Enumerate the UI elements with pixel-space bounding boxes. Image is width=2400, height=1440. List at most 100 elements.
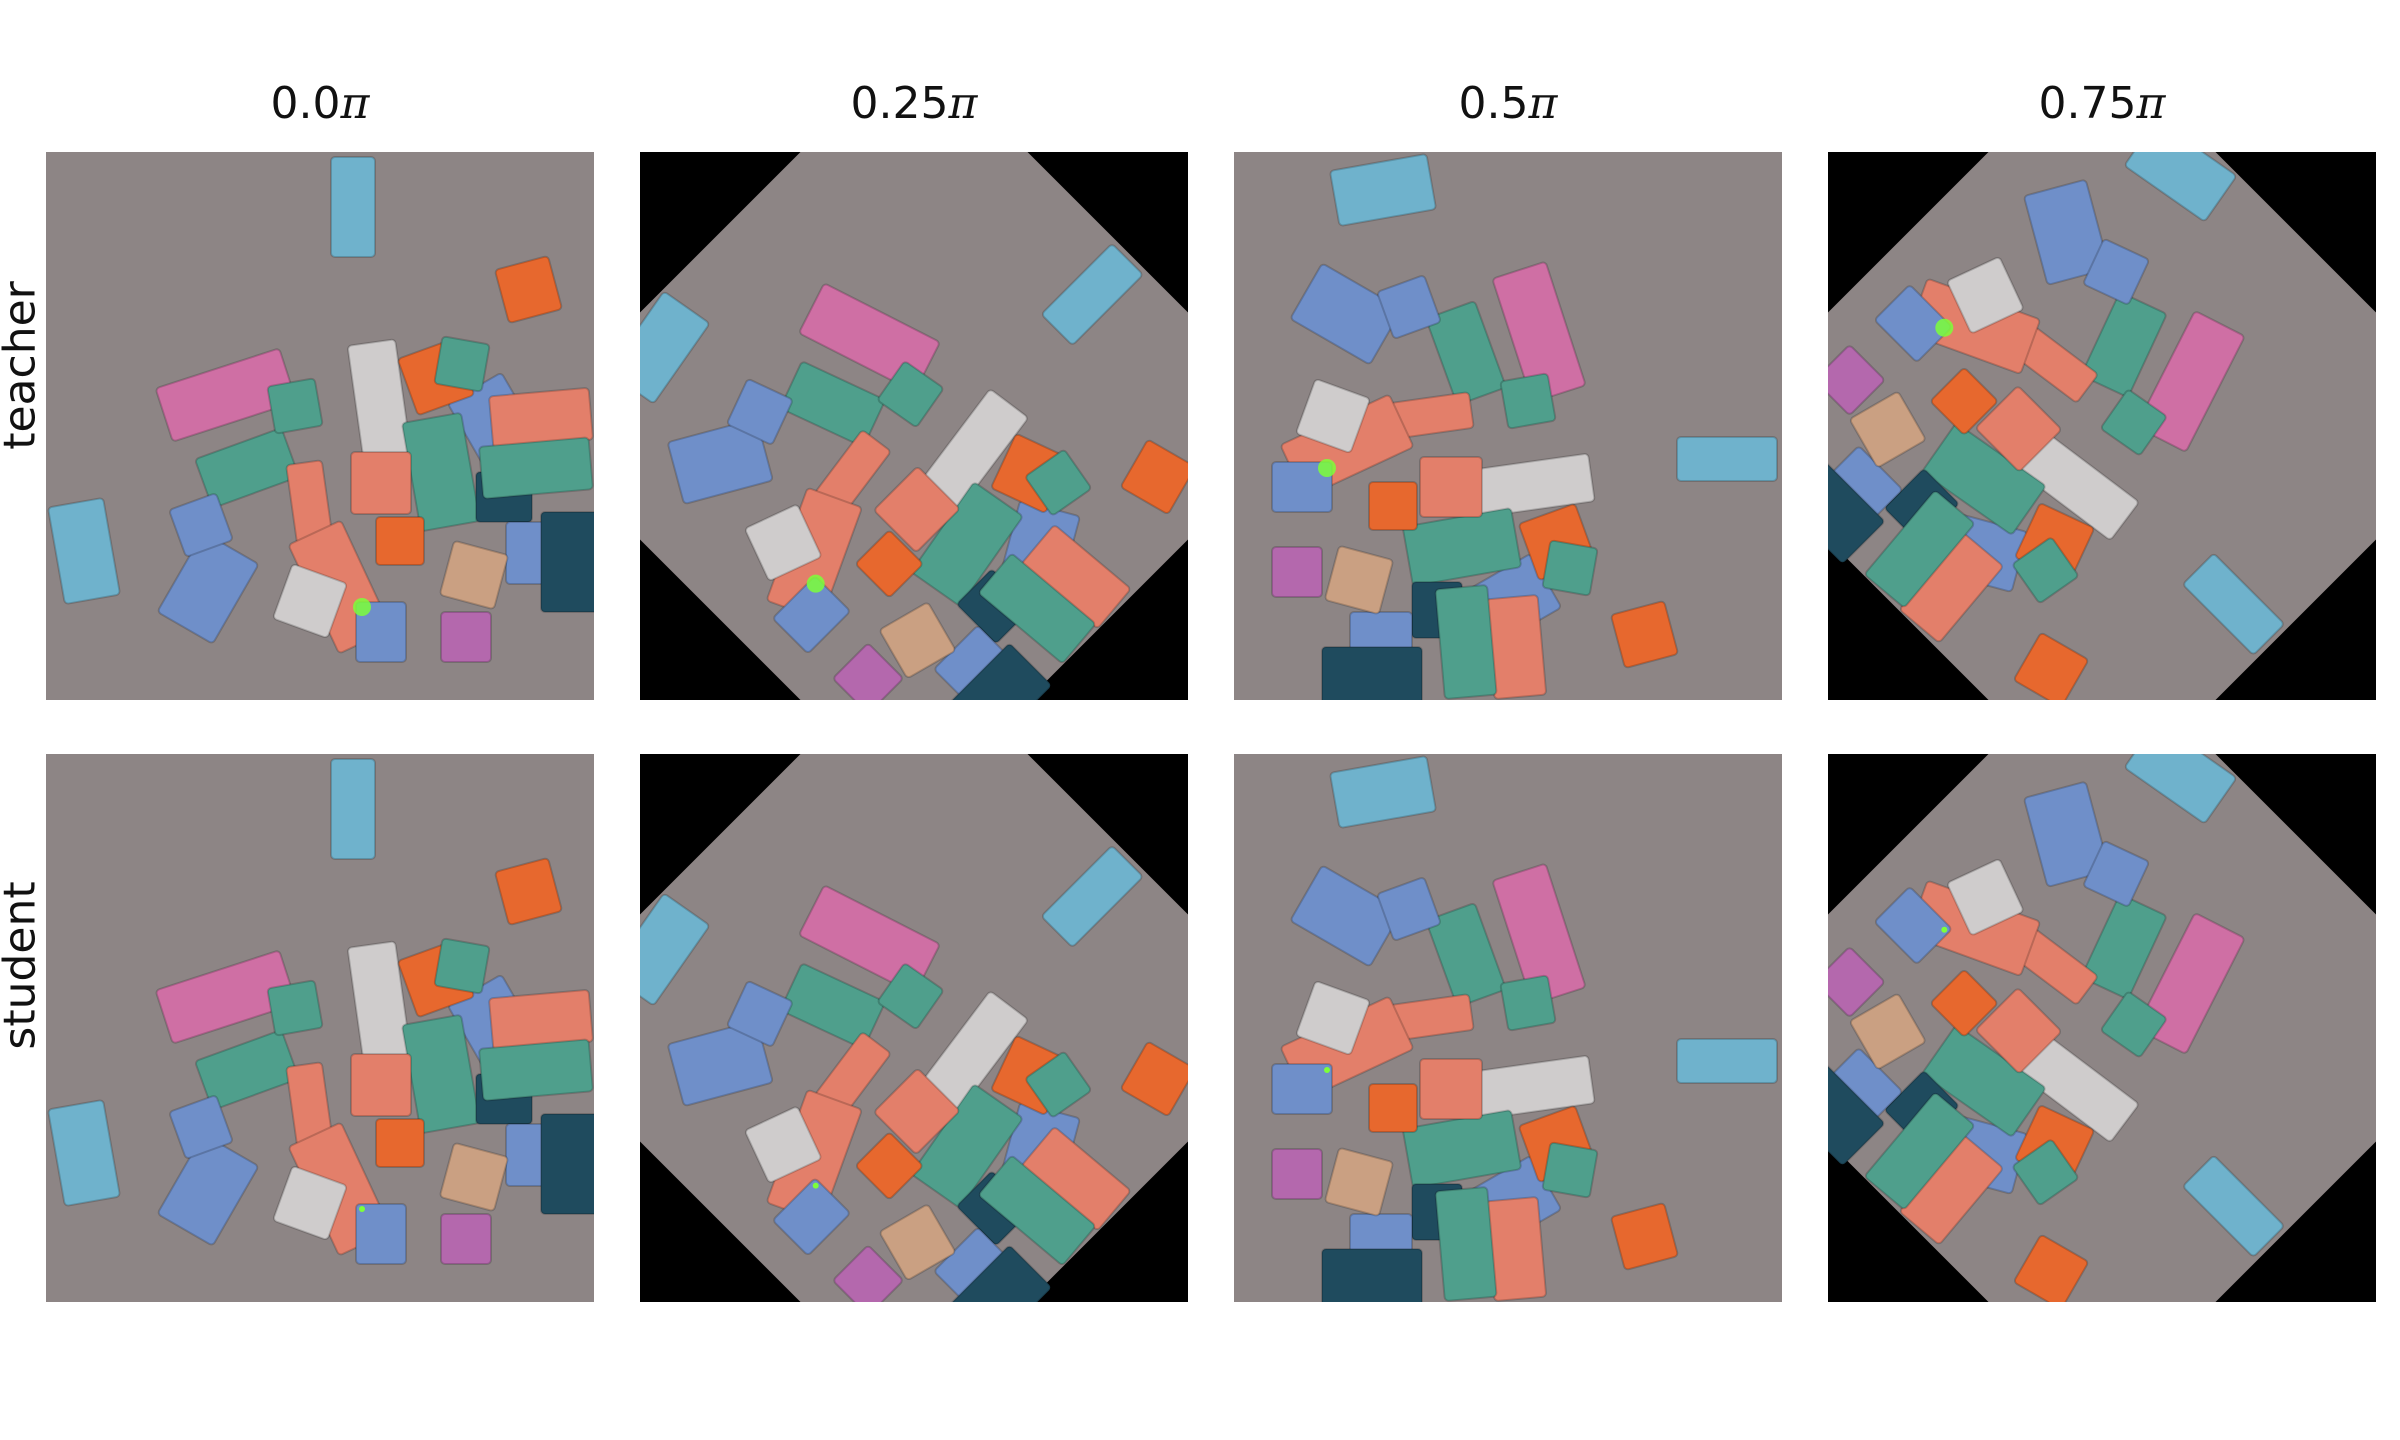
- block-orange: [1368, 1083, 1418, 1133]
- block-magenta: [440, 611, 492, 663]
- block-light_blue: [1676, 1038, 1778, 1084]
- block-teal: [433, 937, 491, 995]
- block-salmon: [350, 451, 412, 515]
- attention-spot: [353, 598, 371, 616]
- block-teal: [2081, 894, 2167, 1000]
- block-orange: [1610, 600, 1679, 669]
- block-white_block: [272, 563, 348, 639]
- block-slate_blue: [726, 980, 793, 1047]
- block-magenta: [1828, 947, 1885, 1017]
- block-orange: [2013, 632, 2089, 700]
- block-teal: [2012, 1139, 2079, 1206]
- block-teal: [1425, 301, 1507, 405]
- teacher-panel-1: [640, 152, 1188, 700]
- block-teal: [266, 979, 324, 1037]
- block-teal: [1402, 507, 1522, 587]
- block-slate_blue: [667, 1020, 774, 1107]
- block-teal: [1922, 1025, 2046, 1137]
- attention-spot: [1324, 1067, 1330, 1073]
- block-tan: [439, 1142, 509, 1212]
- block-salmon: [1419, 1058, 1483, 1120]
- teacher-scene-0: [46, 152, 594, 700]
- block-light_blue: [1041, 244, 1143, 345]
- teacher-panel-2: [1234, 152, 1782, 700]
- block-dark_teal: [540, 1113, 594, 1215]
- block-pink: [1492, 863, 1586, 1005]
- block-teal: [1864, 1092, 1975, 1210]
- block-teal: [195, 427, 299, 509]
- block-slate_blue: [667, 418, 774, 505]
- block-teal: [978, 1155, 1096, 1266]
- block-slate_blue: [355, 1203, 407, 1265]
- block-magenta: [440, 1213, 492, 1265]
- block-dark_teal: [540, 511, 594, 613]
- student-panel-2: [1234, 754, 1782, 1302]
- block-tan: [1324, 1147, 1394, 1217]
- block-light_blue: [1676, 436, 1778, 482]
- block-orange: [2013, 1234, 2089, 1302]
- block-white_block: [1947, 256, 2024, 334]
- column-title-1: 0.25π: [850, 78, 978, 129]
- attention-spot: [806, 574, 825, 593]
- column-title-3: 0.75π: [2038, 78, 2166, 129]
- block-teal: [1402, 1109, 1522, 1189]
- block-salmon: [1976, 988, 2062, 1074]
- block-tan: [1324, 545, 1394, 615]
- block-orange: [1610, 1202, 1679, 1271]
- block-slate_blue: [169, 1095, 233, 1159]
- student-scene-2: [1234, 754, 1782, 1302]
- block-tan: [1849, 993, 1926, 1070]
- block-tan: [879, 1204, 956, 1281]
- block-tan: [439, 540, 509, 610]
- block-orange: [1930, 969, 1998, 1037]
- student-scene-0: [46, 754, 594, 1302]
- block-salmon: [350, 1053, 412, 1117]
- block-light_blue: [640, 291, 710, 404]
- block-orange: [1120, 1041, 1188, 1117]
- block-orange: [1930, 367, 1998, 435]
- row-label-teacher: teacher: [0, 281, 46, 450]
- block-magenta: [1271, 1148, 1323, 1200]
- block-teal: [401, 412, 481, 532]
- block-orange: [375, 1118, 425, 1168]
- block-teal: [401, 1014, 481, 1134]
- block-teal: [2100, 991, 2167, 1058]
- block-dark_teal: [1828, 451, 1885, 564]
- block-light_blue: [2124, 754, 2237, 824]
- block-slate_blue: [1290, 263, 1402, 365]
- block-teal: [478, 1038, 594, 1102]
- block-magenta: [1271, 546, 1323, 598]
- block-teal: [478, 436, 594, 500]
- block-teal: [780, 361, 886, 447]
- block-teal: [2081, 292, 2167, 398]
- block-slate_blue: [1290, 865, 1402, 967]
- block-teal: [1922, 423, 2046, 535]
- student-panel-3: [1828, 754, 2376, 1302]
- block-dark_teal: [1321, 646, 1423, 700]
- block-light_blue: [47, 497, 121, 605]
- block-teal: [1025, 1051, 1092, 1118]
- block-pink: [155, 950, 297, 1044]
- block-teal: [195, 1029, 299, 1111]
- student-panel-0: [46, 754, 594, 1302]
- block-orange: [375, 516, 425, 566]
- block-orange: [855, 1132, 923, 1200]
- block-slate_blue: [1874, 285, 1952, 362]
- teacher-panel-3: [1828, 152, 2376, 700]
- block-orange: [855, 530, 923, 598]
- row-label-student: student: [0, 881, 46, 1050]
- block-light_blue: [2183, 1155, 2284, 1257]
- block-pink: [1492, 261, 1586, 403]
- block-slate_blue: [2023, 781, 2110, 888]
- block-teal: [1541, 539, 1599, 597]
- attention-spot: [1941, 926, 1948, 933]
- block-slate_blue: [773, 576, 850, 654]
- block-light_blue: [640, 893, 710, 1006]
- block-teal: [2012, 537, 2079, 604]
- block-magenta: [1828, 345, 1885, 415]
- teacher-scene-2: [1234, 152, 1782, 700]
- block-slate_blue: [169, 493, 233, 557]
- block-teal: [2100, 389, 2167, 456]
- column-title-2: 0.5π: [1458, 78, 1558, 129]
- block-light_blue: [330, 758, 376, 860]
